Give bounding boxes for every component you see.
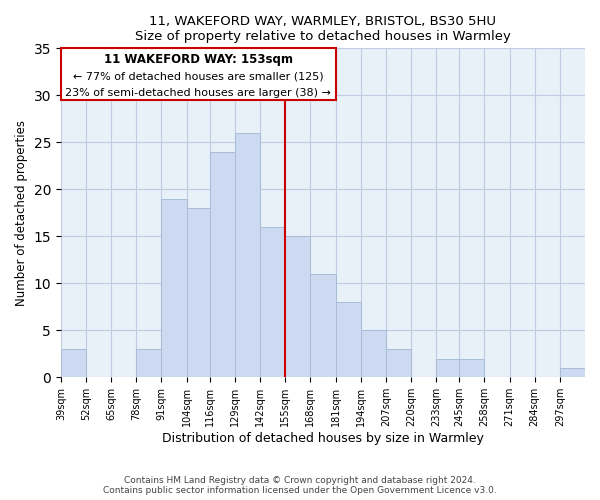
Bar (560, 368, 585, 378)
Bar (136, 349, 161, 378)
Bar (210, 152, 235, 378)
Bar (361, 330, 386, 378)
Bar (285, 236, 310, 378)
Bar (61, 349, 86, 378)
Text: Contains HM Land Registry data © Crown copyright and database right 2024.
Contai: Contains HM Land Registry data © Crown c… (103, 476, 497, 495)
Bar (235, 133, 260, 378)
Bar (459, 358, 484, 378)
Bar (436, 358, 459, 378)
Bar (310, 274, 335, 378)
Bar (386, 349, 411, 378)
Title: 11, WAKEFORD WAY, WARMLEY, BRISTOL, BS30 5HU
Size of property relative to detach: 11, WAKEFORD WAY, WARMLEY, BRISTOL, BS30… (135, 15, 511, 43)
Bar (260, 227, 285, 378)
FancyBboxPatch shape (61, 48, 335, 100)
Y-axis label: Number of detached properties: Number of detached properties (15, 120, 28, 306)
Bar (161, 198, 187, 378)
Bar (335, 302, 361, 378)
Text: 11 WAKEFORD WAY: 153sqm: 11 WAKEFORD WAY: 153sqm (104, 53, 293, 66)
Text: ← 77% of detached houses are smaller (125): ← 77% of detached houses are smaller (12… (73, 72, 323, 82)
Bar (187, 208, 210, 378)
X-axis label: Distribution of detached houses by size in Warmley: Distribution of detached houses by size … (162, 432, 484, 445)
Text: 23% of semi-detached houses are larger (38) →: 23% of semi-detached houses are larger (… (65, 88, 331, 98)
